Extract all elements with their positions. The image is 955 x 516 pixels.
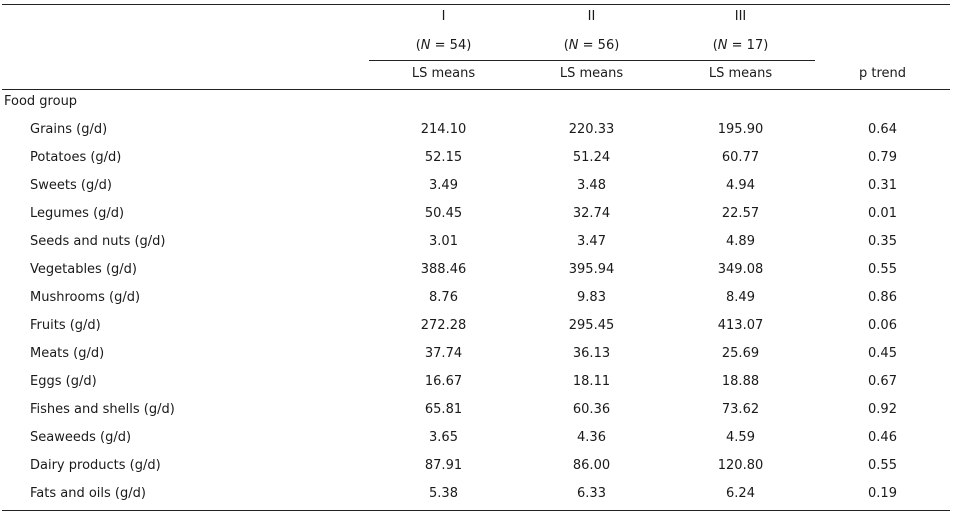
cell-p-trend: 0.92: [868, 402, 897, 417]
cell-group-3: 4.89: [726, 234, 755, 249]
cell-group-1: 65.81: [424, 402, 463, 417]
section-label: Food group: [4, 94, 78, 109]
cell-group-2: 60.36: [572, 402, 611, 417]
cell-p-trend: 0.46: [868, 430, 897, 445]
n-value: = 54): [430, 38, 472, 53]
p-trend-header: p trend: [858, 66, 907, 81]
cell-group-1: 272.28: [420, 318, 467, 333]
cell-group-2: 3.47: [577, 234, 606, 249]
cell-group-2: 4.36: [577, 430, 606, 445]
cell-group-3: 349.08: [717, 262, 764, 277]
cell-group-2: 36.13: [572, 346, 611, 361]
cell-group-2: 51.24: [572, 150, 611, 165]
cell-p-trend: 0.31: [868, 178, 897, 193]
n-open-paren: (: [415, 38, 421, 53]
table-bottom-rule: [2, 510, 950, 511]
cell-group-3: 73.62: [721, 402, 760, 417]
cell-group-3: 18.88: [721, 374, 760, 389]
row-label: Grains (g/d): [30, 122, 108, 137]
cell-p-trend: 0.35: [868, 234, 897, 249]
ls-means-header-3: LS means: [708, 66, 773, 81]
cell-group-1: 87.91: [424, 458, 463, 473]
cell-group-2: 32.74: [572, 206, 611, 221]
cell-group-1: 37.74: [424, 346, 463, 361]
cell-group-2: 18.11: [572, 374, 611, 389]
row-label: Sweets (g/d): [30, 178, 112, 193]
row-label: Seeds and nuts (g/d): [30, 234, 166, 249]
cell-group-2: 9.83: [577, 290, 606, 305]
row-label: Seaweeds (g/d): [30, 430, 132, 445]
n-open-paren: (: [563, 38, 569, 53]
n-symbol: N: [568, 38, 579, 53]
cell-group-1: 3.01: [429, 234, 458, 249]
row-label: Potatoes (g/d): [30, 150, 122, 165]
cell-p-trend: 0.86: [868, 290, 897, 305]
cell-group-3: 413.07: [717, 318, 764, 333]
ls-means-header-1: LS means: [411, 66, 476, 81]
header-bottom-rule: [2, 89, 950, 90]
group-header-rule: [369, 60, 815, 61]
row-label: Fishes and shells (g/d): [30, 402, 175, 417]
cell-group-2: 395.94: [568, 262, 615, 277]
cell-group-1: 3.65: [429, 430, 458, 445]
group-header-2: II: [587, 9, 596, 24]
cell-p-trend: 0.06: [868, 318, 897, 333]
cell-p-trend: 0.45: [868, 346, 897, 361]
cell-p-trend: 0.67: [868, 374, 897, 389]
ls-means-header-2: LS means: [559, 66, 624, 81]
table-top-rule: [2, 4, 950, 5]
cell-p-trend: 0.64: [868, 122, 897, 137]
n-symbol: N: [717, 38, 728, 53]
cell-group-2: 220.33: [568, 122, 615, 137]
cell-group-3: 4.94: [726, 178, 755, 193]
row-label: Vegetables (g/d): [30, 262, 137, 277]
cell-group-1: 50.45: [424, 206, 463, 221]
cell-group-1: 52.15: [424, 150, 463, 165]
cell-group-3: 6.24: [726, 486, 755, 501]
cell-group-3: 22.57: [721, 206, 760, 221]
cell-group-3: 60.77: [721, 150, 760, 165]
cell-p-trend: 0.19: [868, 486, 897, 501]
row-label: Eggs (g/d): [30, 374, 97, 389]
cell-group-3: 25.69: [721, 346, 760, 361]
cell-group-1: 388.46: [420, 262, 467, 277]
row-label: Fruits (g/d): [30, 318, 101, 333]
cell-p-trend: 0.79: [868, 150, 897, 165]
row-label: Meats (g/d): [30, 346, 105, 361]
n-value: = 17): [727, 38, 769, 53]
row-label: Mushrooms (g/d): [30, 290, 141, 305]
cell-group-2: 86.00: [572, 458, 611, 473]
cell-p-trend: 0.55: [868, 458, 897, 473]
cell-group-2: 3.48: [577, 178, 606, 193]
n-value: = 56): [578, 38, 620, 53]
cell-group-2: 295.45: [568, 318, 615, 333]
n-open-paren: (: [712, 38, 718, 53]
cell-group-1: 16.67: [424, 374, 463, 389]
row-label: Dairy products (g/d): [30, 458, 161, 473]
cell-p-trend: 0.55: [868, 262, 897, 277]
cell-group-3: 195.90: [717, 122, 764, 137]
row-label: Fats and oils (g/d): [30, 486, 146, 501]
cell-group-3: 120.80: [717, 458, 764, 473]
cell-group-1: 8.76: [429, 290, 458, 305]
group-header-3: III: [734, 9, 747, 24]
cell-group-3: 4.59: [726, 430, 755, 445]
group-header-1: I: [441, 9, 446, 24]
cell-group-3: 8.49: [726, 290, 755, 305]
group-n-1: (N = 54): [369, 38, 518, 54]
group-n-2: (N = 56): [517, 38, 666, 54]
cell-p-trend: 0.01: [868, 206, 897, 221]
cell-group-1: 214.10: [420, 122, 467, 137]
cell-group-2: 6.33: [577, 486, 606, 501]
group-n-3: (N = 17): [666, 38, 815, 54]
cell-group-1: 5.38: [429, 486, 458, 501]
row-label: Legumes (g/d): [30, 206, 125, 221]
n-symbol: N: [420, 38, 431, 53]
cell-group-1: 3.49: [429, 178, 458, 193]
